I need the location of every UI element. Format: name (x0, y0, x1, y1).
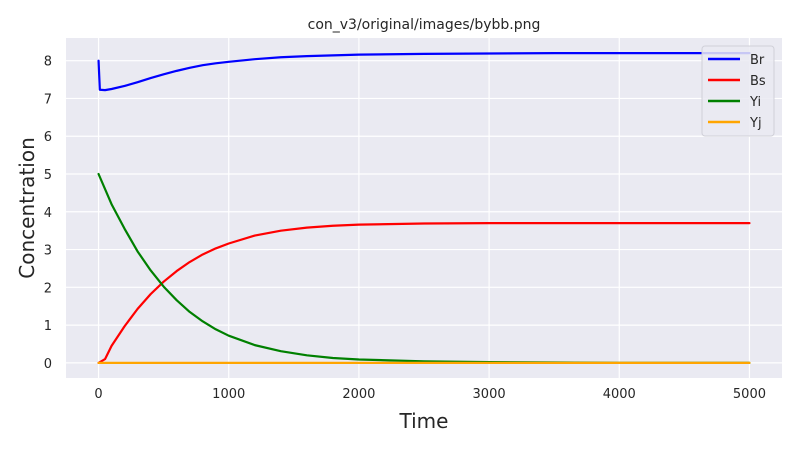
x-axis-title: Time (399, 409, 449, 433)
legend-label-br: Br (750, 53, 765, 68)
y-tick-label: 6 (44, 130, 52, 145)
legend-label-yi: Yi (749, 95, 761, 110)
y-tick-label: 2 (44, 281, 52, 296)
legend-label-yj: Yj (749, 116, 762, 131)
tick-labels: 0 1000 2000 3000 4000 5000 0 1 2 3 4 5 6 7 8 (44, 55, 766, 402)
y-tick-label: 0 (44, 357, 52, 372)
y-tick-label: 3 (44, 244, 52, 259)
y-tick-label: 1 (44, 319, 52, 334)
series-line-br (97, 52, 751, 92)
y-tick-label: 8 (44, 55, 52, 70)
legend: Br Bs Yi Yj (701, 45, 775, 137)
y-tick-label: 5 (44, 168, 52, 183)
y-tick-label: 7 (44, 92, 52, 107)
chart-title: con_v3/original/images/bybb.png (308, 17, 541, 33)
plot-area (66, 38, 782, 378)
x-tick-label: 2000 (342, 387, 375, 402)
legend-label-bs: Bs (750, 74, 766, 89)
grid (66, 38, 782, 378)
x-tick-label: 4000 (603, 387, 636, 402)
y-tick-label: 4 (44, 206, 52, 221)
y-axis-title: Concentration (15, 137, 39, 278)
x-tick-label: 3000 (473, 387, 506, 402)
x-tick-label: 5000 (733, 387, 766, 402)
series-layer (97, 52, 751, 364)
x-tick-label: 1000 (212, 387, 245, 402)
series-line-bs (97, 222, 751, 364)
x-tick-label: 0 (94, 387, 102, 402)
legend-frame (701, 45, 775, 137)
